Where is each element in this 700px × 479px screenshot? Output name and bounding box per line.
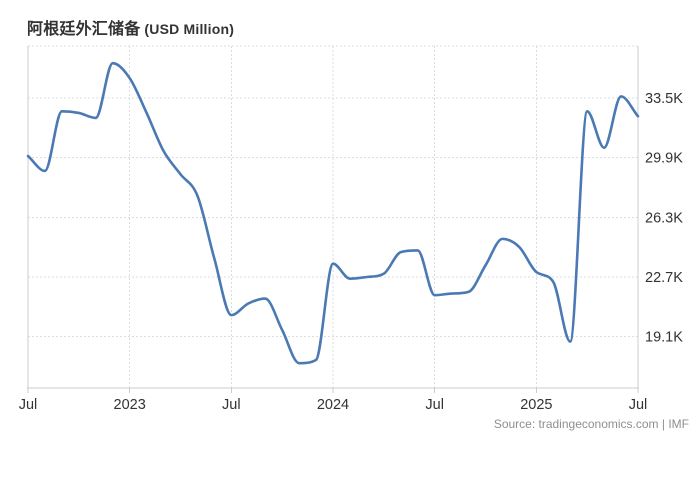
x-axis-label: 2025 bbox=[520, 397, 552, 413]
x-axis-label: Jul bbox=[425, 397, 444, 413]
chart-title-unit: (USD Million) bbox=[144, 21, 235, 37]
x-axis-label: 2024 bbox=[317, 397, 349, 413]
series-line bbox=[26, 61, 640, 365]
x-axis-label: Jul bbox=[222, 397, 241, 413]
x-axis-label: Jul bbox=[19, 397, 38, 413]
y-axis-label: 26.3K bbox=[645, 210, 683, 226]
x-axis-label: 2023 bbox=[114, 397, 146, 413]
y-axis-label: 29.9K bbox=[645, 151, 683, 167]
y-axis-label: 19.1K bbox=[645, 330, 683, 346]
x-axis-label: Jul bbox=[629, 397, 648, 413]
y-axis-label: 33.5K bbox=[645, 91, 683, 107]
source-attribution: Source: tradingeconomics.com | IMF bbox=[493, 417, 689, 431]
page-title: 阿根廷外汇储备 (USD Million) bbox=[27, 15, 234, 39]
y-axis-label: 22.7K bbox=[645, 270, 683, 286]
chart-title-text: 阿根廷外汇储备 bbox=[27, 21, 141, 38]
